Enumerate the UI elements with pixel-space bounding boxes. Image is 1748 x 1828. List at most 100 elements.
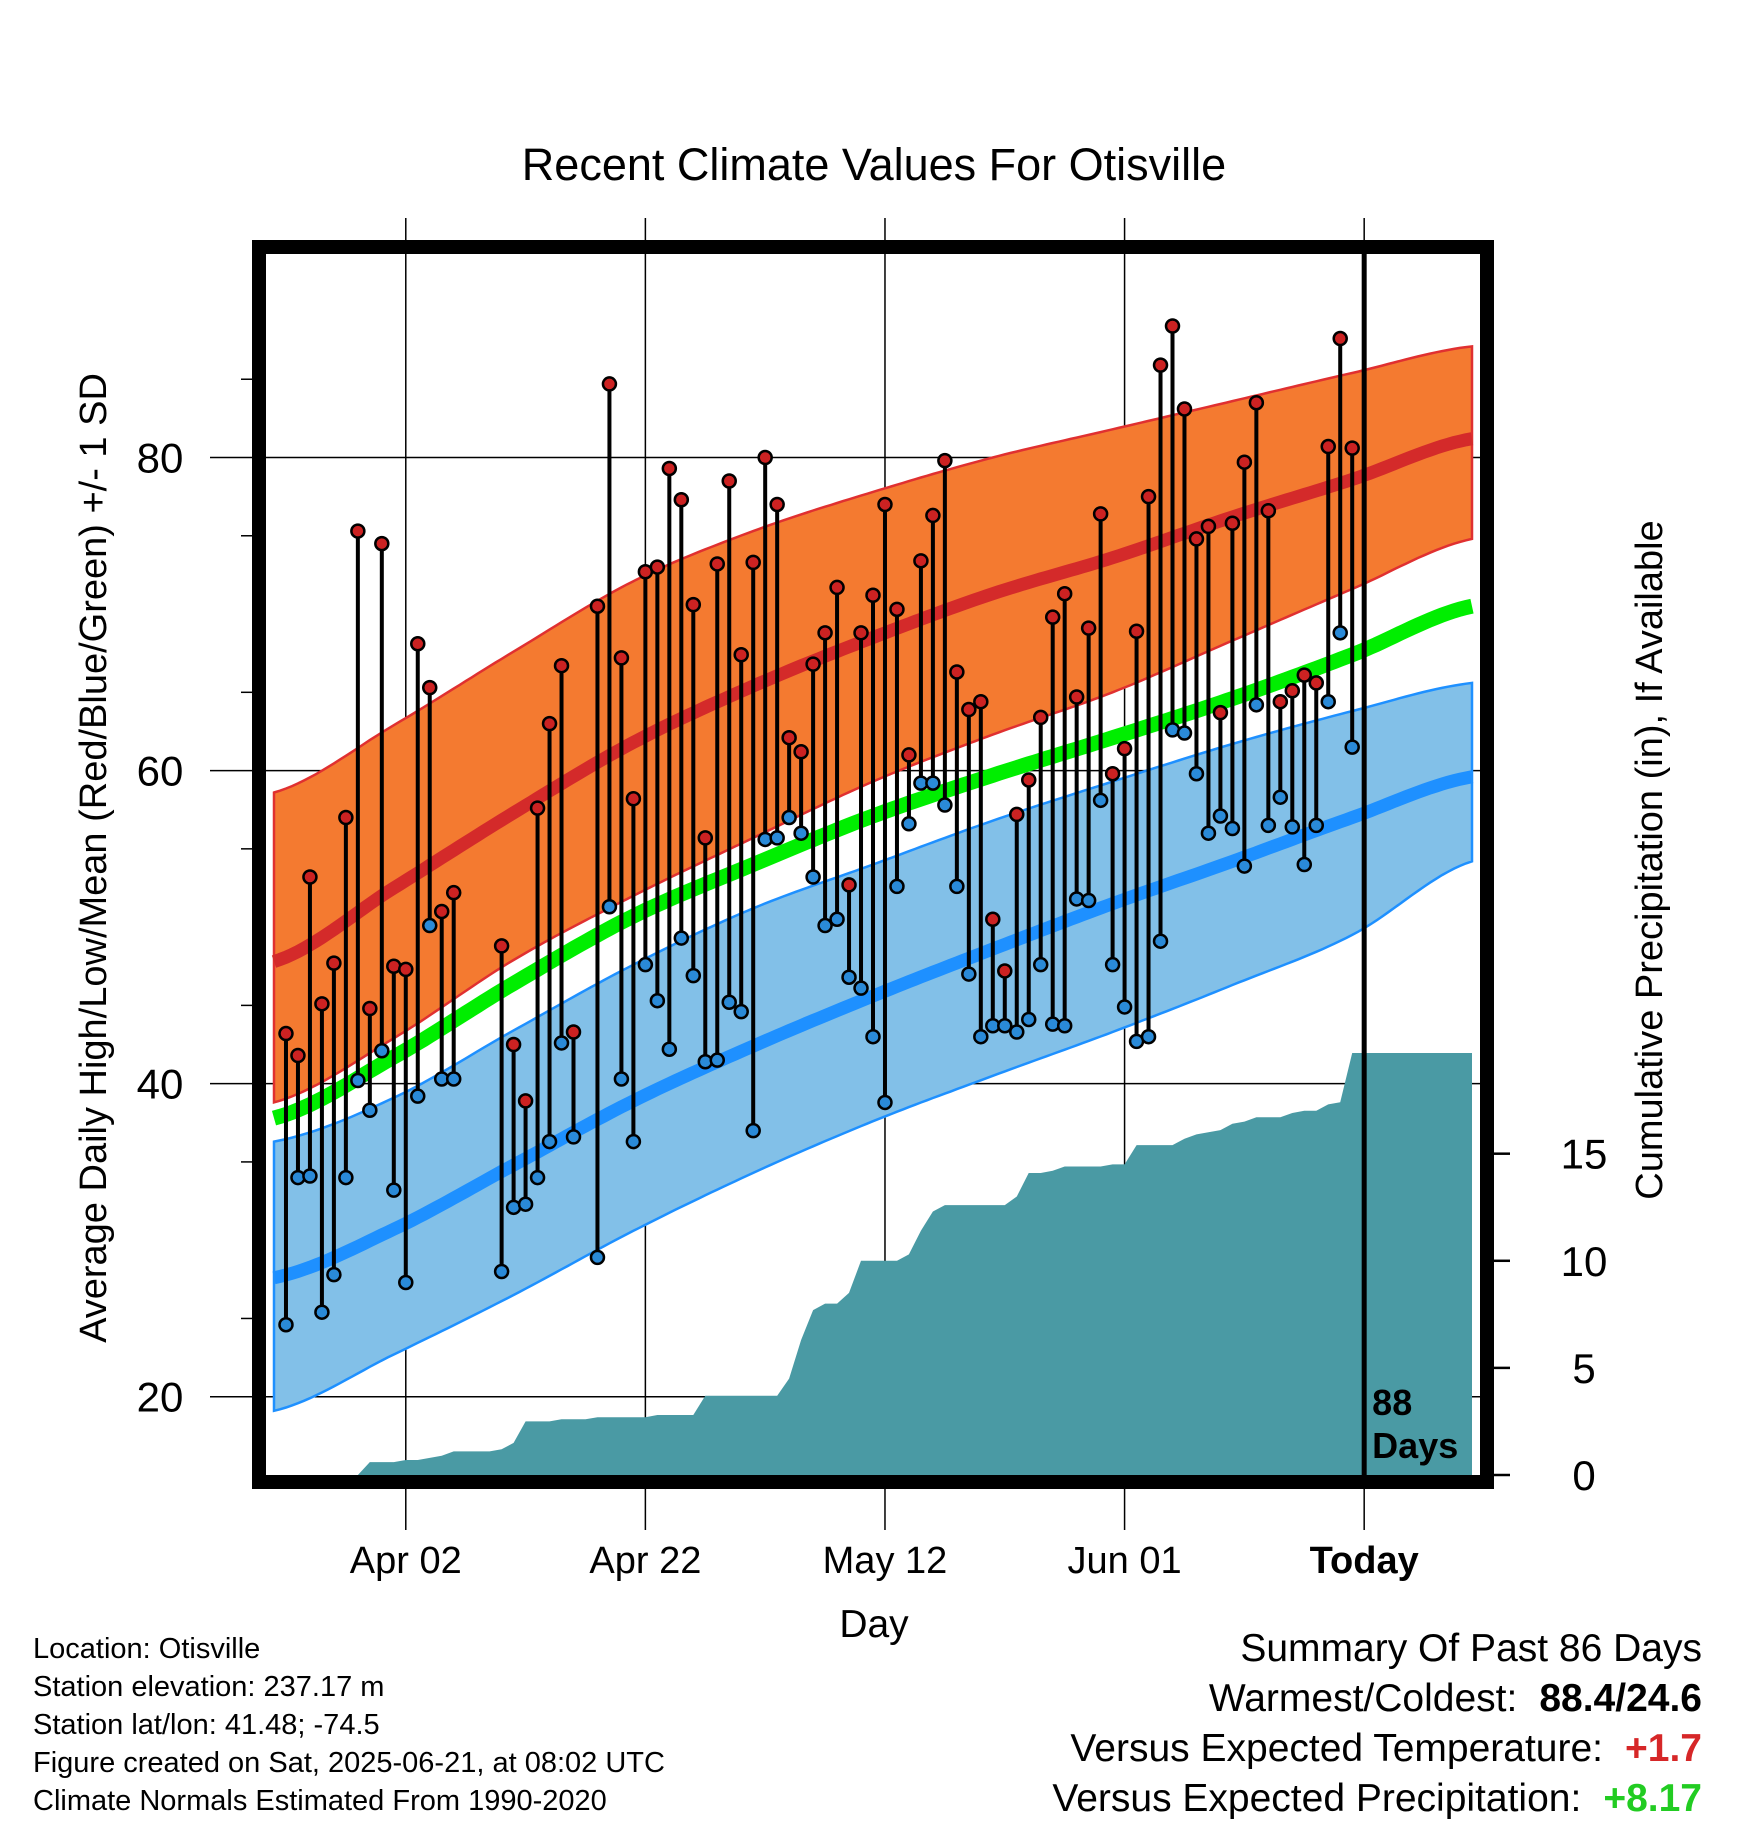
daily-high-point xyxy=(589,598,606,614)
daily-high-point xyxy=(661,460,678,477)
daily-low-point xyxy=(517,1196,534,1212)
daily-high-point xyxy=(673,492,690,508)
daily-low-point xyxy=(949,878,965,895)
precip-tick-label-3: 15 xyxy=(1561,1131,1608,1178)
daily-high-point xyxy=(433,903,450,920)
daily-high-point xyxy=(314,996,330,1012)
daily-low-point xyxy=(637,956,654,973)
daily-high-point xyxy=(973,693,989,710)
daily-high-point xyxy=(745,554,761,571)
daily-low-point xyxy=(1224,820,1241,837)
daily-low-point xyxy=(937,797,953,813)
daily-low-point xyxy=(350,1072,366,1089)
daily-low-point xyxy=(1152,933,1169,949)
daily-low-point xyxy=(661,1041,678,1057)
temp-value: +1.7 xyxy=(1625,1727,1702,1770)
daily-high-point xyxy=(1308,675,1325,691)
daily-low-point xyxy=(1260,817,1277,834)
daily-low-point xyxy=(889,878,905,895)
daily-high-point xyxy=(901,747,917,763)
daily-high-point xyxy=(1260,502,1277,519)
daily-high-point xyxy=(601,376,618,392)
daily-low-point xyxy=(314,1304,330,1320)
daily-high-point xyxy=(1152,357,1169,373)
daily-high-point xyxy=(553,657,570,674)
daily-high-point xyxy=(925,507,941,524)
daily-high-point xyxy=(1080,620,1097,636)
x-tick-label-4: Today xyxy=(1310,1540,1419,1582)
daily-low-point xyxy=(1056,1017,1073,1034)
plot-border xyxy=(252,240,1494,1489)
daily-high-point xyxy=(445,884,462,901)
daily-low-point xyxy=(374,1043,390,1059)
x-tick-label-0: Apr 02 xyxy=(350,1540,462,1582)
daily-low-point xyxy=(1248,697,1265,713)
daily-high-point xyxy=(889,601,905,618)
daily-low-point xyxy=(1308,817,1325,834)
precip-row: Versus Expected Precipitation: +8.17 xyxy=(1052,1774,1702,1824)
daily-low-point xyxy=(925,775,941,791)
daily-high-point xyxy=(1044,609,1061,625)
daily-high-point xyxy=(1092,506,1109,522)
daily-low-point xyxy=(1020,1011,1037,1028)
precip-value: +8.17 xyxy=(1603,1777,1702,1820)
daily-high-point xyxy=(529,800,546,816)
precipitation-area xyxy=(274,1053,1472,1475)
daily-low-point xyxy=(721,994,737,1011)
daily-high-point xyxy=(1128,623,1145,640)
daily-low-point xyxy=(901,816,917,832)
temp-row: Versus Expected Temperature: +1.7 xyxy=(1052,1724,1702,1774)
daily-low-point xyxy=(781,809,797,826)
daily-high-point xyxy=(649,559,666,575)
daily-high-point xyxy=(374,535,390,552)
daily-high-point xyxy=(338,809,354,826)
station-info: Location: Otisville Station elevation: 2… xyxy=(33,1630,665,1820)
daily-high-point xyxy=(493,938,510,954)
daily-low-point xyxy=(997,1017,1013,1034)
daily-high-point xyxy=(1344,440,1360,456)
warmest-coldest-value: 88.4/24.6 xyxy=(1539,1677,1702,1720)
daily-high-point xyxy=(1272,693,1289,710)
daily-low-point xyxy=(613,1071,630,1087)
y-axis-label-left: Average Daily High/Low/Mean (Red/Blue/Gr… xyxy=(73,373,115,1343)
daily-low-point xyxy=(565,1129,582,1145)
daily-high-point xyxy=(326,955,342,971)
daily-high-point xyxy=(362,1000,378,1017)
daily-low-point xyxy=(386,1182,402,1198)
daily-high-point xyxy=(1009,806,1025,823)
low-sd-band xyxy=(272,681,1474,1413)
daily-high-point xyxy=(1116,740,1133,757)
daily-high-point xyxy=(1212,704,1229,721)
daily-high-point xyxy=(1032,709,1049,726)
daily-high-point xyxy=(625,791,642,807)
y-tick-label-3: 80 xyxy=(137,435,184,482)
daily-low-point xyxy=(649,992,666,1009)
daily-low-point xyxy=(541,1133,558,1150)
daily-high-point xyxy=(865,587,881,604)
daily-low-point xyxy=(877,1094,893,1111)
daily-high-point xyxy=(757,449,773,466)
daily-low-point xyxy=(769,830,785,846)
daily-low-point xyxy=(1188,765,1205,782)
daily-low-point xyxy=(673,930,690,946)
daily-low-point xyxy=(445,1071,462,1087)
daily-high-point xyxy=(853,625,869,641)
daily-high-point xyxy=(793,744,809,760)
x-tick-label-3: Jun 01 xyxy=(1068,1540,1182,1582)
daily-high-point xyxy=(1332,330,1348,347)
daily-high-point xyxy=(302,869,318,885)
elevation-text: Station elevation: 237.17 m xyxy=(33,1671,385,1703)
daily-high-point xyxy=(997,963,1013,979)
daily-high-point xyxy=(565,1024,582,1040)
daily-high-point xyxy=(541,715,558,732)
daily-high-point xyxy=(949,664,965,680)
precip-tick-label-0: 0 xyxy=(1572,1452,1595,1499)
daily-low-point xyxy=(733,1003,749,1020)
daily-high-point xyxy=(817,625,833,641)
daily-high-point xyxy=(505,1036,522,1053)
daily-high-point xyxy=(721,473,737,489)
daily-high-point xyxy=(290,1047,306,1064)
daily-low-point xyxy=(1212,808,1229,824)
